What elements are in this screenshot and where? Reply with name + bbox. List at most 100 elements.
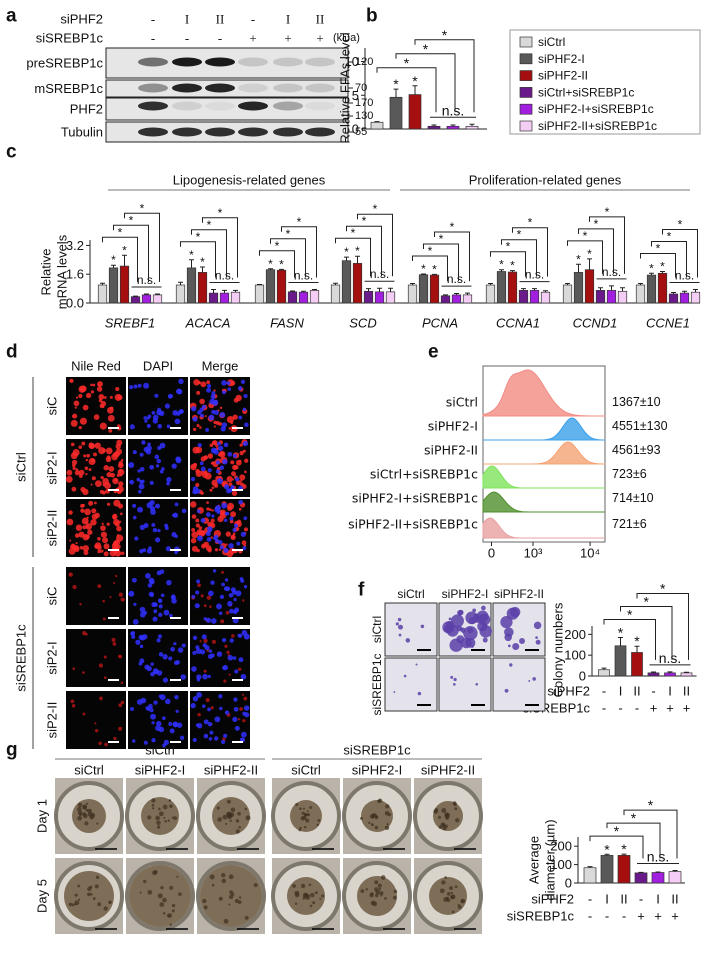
nucleus-dot [146, 548, 152, 554]
spheroid-texture [298, 828, 302, 832]
lipid-dot [72, 466, 76, 471]
nucleus-dot [212, 569, 217, 573]
spheroid-texture [369, 893, 374, 898]
protein-label: mSREBP1c [34, 81, 103, 96]
lipid-dot [113, 513, 117, 517]
lipid-dot [87, 529, 93, 535]
colony-dot [450, 614, 464, 628]
spheroid-texture [386, 823, 389, 826]
blot-band [238, 101, 268, 111]
ns-label: n.s. [215, 269, 234, 283]
sig-star: * [200, 255, 205, 269]
nucleus-dot [209, 730, 214, 735]
lipid-dot [103, 676, 107, 680]
sig-bracket [259, 250, 295, 278]
sig-bracket [423, 243, 459, 282]
lipid-dot [90, 519, 97, 526]
lipid-dot [206, 507, 210, 511]
nucleus-dot [239, 577, 244, 581]
lipid-dot [85, 523, 93, 530]
nucleus-dot [227, 600, 233, 607]
y-tick-label: 100 [564, 648, 586, 663]
spheroid-texture [302, 816, 307, 820]
lipid-dot [74, 546, 80, 553]
bar [646, 274, 657, 304]
nucleus-dot [155, 464, 160, 468]
spheroid-texture [77, 810, 83, 815]
condition-value: - [251, 12, 255, 27]
lipid-dot [72, 463, 76, 468]
blot-band [138, 83, 168, 93]
nucleus-dot [233, 697, 238, 702]
y-tick-label: 0.0 [66, 296, 84, 311]
nucleus-dot [179, 735, 185, 740]
nucleus-dot [159, 694, 166, 701]
sig-star: * [111, 253, 116, 267]
error-bar [587, 258, 592, 270]
column-header: siPHF2-I [135, 763, 186, 778]
micro-image [66, 439, 126, 497]
bar [429, 274, 440, 304]
bar [408, 94, 422, 130]
error-bar [421, 273, 426, 275]
spheroid-texture [299, 807, 302, 811]
nucleus-dot [230, 485, 235, 489]
sig-star: * [423, 41, 429, 57]
spheroid-texture [446, 898, 451, 903]
lipid-dot [217, 515, 224, 523]
bar [465, 125, 479, 130]
error-bar [412, 85, 418, 95]
sample-label: siPHF2-I [428, 419, 478, 434]
error-bar [374, 121, 380, 123]
sig-star: * [614, 823, 620, 839]
spheroid-texture [384, 825, 390, 831]
nucleus-dot [208, 590, 214, 597]
nucleus-dot [150, 713, 157, 720]
nucleus-dot [200, 466, 206, 472]
lipid-dot [83, 454, 87, 458]
condition-value: I [619, 684, 623, 699]
sig-star: * [583, 229, 588, 243]
lipid-dot [73, 400, 80, 407]
error-bar [660, 271, 665, 274]
lipid-dot [198, 526, 203, 530]
bar [583, 867, 597, 884]
lipid-dot [219, 509, 226, 516]
lipid-dot [120, 597, 125, 602]
sig-star: * [660, 260, 665, 274]
lipid-dot [113, 581, 116, 585]
legend-label: siPHF2-II [538, 69, 588, 83]
spheroid-texture [167, 914, 170, 917]
lipid-dot [239, 459, 242, 463]
lipid-dot [103, 655, 107, 659]
group-label: siSREBP1c [14, 624, 29, 692]
bar [309, 290, 320, 304]
nucleus-dot [208, 649, 213, 653]
nucleus-dot [210, 653, 215, 658]
error-bar [432, 273, 437, 276]
lipid-dot [203, 669, 207, 673]
spheroid-texture [235, 829, 240, 834]
spheroid-texture [321, 894, 325, 898]
lipid-dot [109, 596, 112, 599]
lipid-dot [233, 397, 239, 403]
nucleus-dot [162, 654, 168, 660]
nucleus-dot [236, 541, 241, 546]
spheroid-texture [385, 804, 390, 809]
nucleus-dot [142, 634, 148, 640]
nucleus-dot [243, 516, 248, 521]
lipid-dot [97, 549, 101, 554]
error-bar [355, 255, 360, 264]
nucleus-dot [232, 453, 237, 458]
lipid-dot [223, 679, 227, 683]
lipid-dot [191, 527, 196, 532]
column-header: siPHF2-II [204, 763, 258, 778]
lipid-dot [70, 452, 78, 460]
spheroid-texture [151, 798, 156, 803]
lipid-dot [107, 414, 115, 422]
micro-image [66, 691, 126, 749]
nucleus-dot [227, 387, 232, 391]
nucleus-dot [192, 489, 197, 494]
bar [141, 294, 152, 304]
